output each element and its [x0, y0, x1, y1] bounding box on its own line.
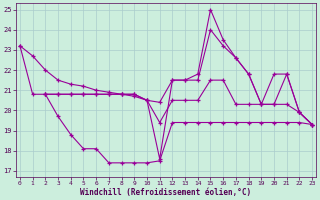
- X-axis label: Windchill (Refroidissement éolien,°C): Windchill (Refroidissement éolien,°C): [80, 188, 252, 197]
